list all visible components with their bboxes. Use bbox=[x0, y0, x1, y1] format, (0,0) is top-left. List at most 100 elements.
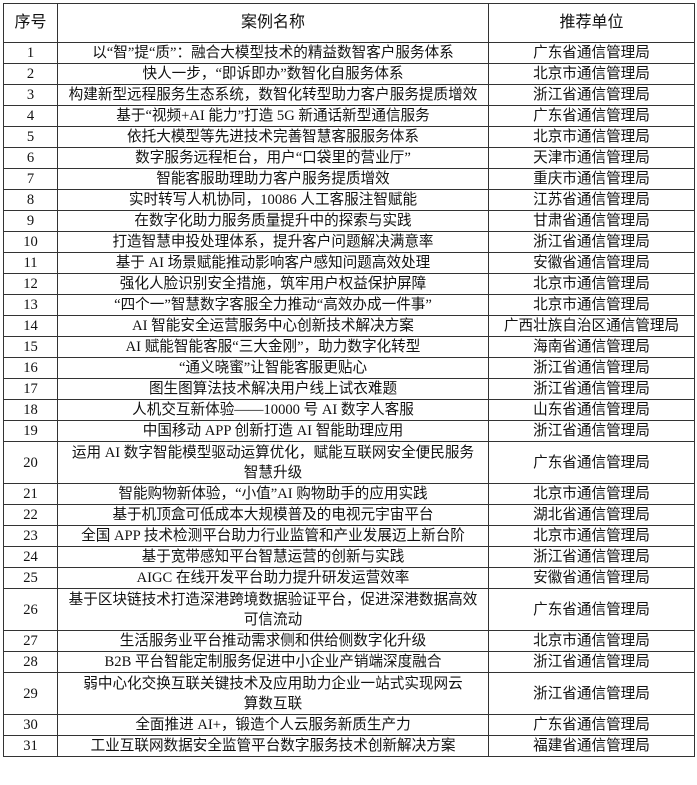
row-number: 27 bbox=[3, 630, 58, 652]
case-name-line: 运用 AI 数字智能模型驱动运算优化，赋能互联网安全便民服务 bbox=[71, 444, 475, 461]
table-row: 10 打造智慧申投处理体系，提升客户问题解决满意率 浙江省通信管理局 bbox=[3, 231, 695, 253]
recommending-unit: 浙江省通信管理局 bbox=[488, 231, 695, 253]
row-number: 11 bbox=[3, 252, 58, 274]
recommending-unit: 安徽省通信管理局 bbox=[488, 567, 695, 589]
case-name: 在数字化助力服务质量提升中的探索与实践 bbox=[57, 210, 489, 232]
table-row: 3 构建新型远程服务生态系统，数智化转型助力客户服务提质增效 浙江省通信管理局 bbox=[3, 84, 695, 106]
table-body: 1 以“智”提“质”：融合大模型技术的精益数智客户服务体系 广东省通信管理局 2 快人一… bbox=[3, 42, 695, 757]
case-name: “四个一”智慧数字客服全力推动“高效办成一件事” bbox=[57, 294, 489, 316]
recommending-unit: 甘肃省通信管理局 bbox=[488, 210, 695, 232]
recommending-unit: 北京市通信管理局 bbox=[488, 483, 695, 505]
recommending-unit: 广东省通信管理局 bbox=[488, 42, 695, 64]
case-name-line: 依托大模型等先进技术完善智慧客服服务体系 bbox=[127, 129, 419, 145]
table-row: 11 基于 AI 场景赋能推动影响客户感知问题高效处理 安徽省通信管理局 bbox=[3, 252, 695, 274]
recommending-unit: 福建省通信管理局 bbox=[488, 735, 695, 757]
table-row: 9 在数字化助力服务质量提升中的探索与实践 甘肃省通信管理局 bbox=[3, 210, 695, 232]
case-name: 人机交互新体验——10000 号 AI 数字人客服 bbox=[57, 399, 489, 421]
case-name-line: 智能购物新体验，“小值”AI 购物助手的应用实践 bbox=[118, 486, 428, 502]
row-number: 4 bbox=[3, 105, 58, 127]
row-number: 23 bbox=[3, 525, 58, 547]
recommending-unit: 浙江省通信管理局 bbox=[488, 546, 695, 568]
row-number: 26 bbox=[3, 588, 58, 631]
row-number: 9 bbox=[3, 210, 58, 232]
recommending-unit: 山东省通信管理局 bbox=[488, 399, 695, 421]
case-name: 快人一步，“即诉即办”数智化自服务体系 bbox=[57, 63, 489, 85]
recommending-unit: 北京市通信管理局 bbox=[488, 63, 695, 85]
case-name-line: 弱中心化交换互联关键技术及应用助力企业一站式实现网云 bbox=[83, 675, 463, 692]
row-number: 24 bbox=[3, 546, 58, 568]
table-row: 13 “四个一”智慧数字客服全力推动“高效办成一件事” 北京市通信管理局 bbox=[3, 294, 695, 316]
row-number: 20 bbox=[3, 441, 58, 484]
header-unit: 推荐单位 bbox=[488, 3, 695, 43]
header-no: 序号 bbox=[3, 3, 58, 43]
case-name: 全国 APP 技术检测平台助力行业监管和产业发展迈上新台阶 bbox=[57, 525, 489, 547]
case-name-line: 实时转写人机协同，10086 人工客服注智赋能 bbox=[128, 192, 418, 208]
case-name-line: 智慧升级 bbox=[243, 464, 303, 481]
case-name: AIGC 在线开发平台助力提升研发运营效率 bbox=[57, 567, 489, 589]
recommending-unit: 安徽省通信管理局 bbox=[488, 252, 695, 274]
case-name: 运用 AI 数字智能模型驱动运算优化，赋能互联网安全便民服务 智慧升级 bbox=[57, 441, 489, 484]
row-number: 17 bbox=[3, 378, 58, 400]
table-row: 4 基于“视频+AI 能力”打造 5G 新通话新型通信服务 广东省通信管理局 bbox=[3, 105, 695, 127]
row-number: 14 bbox=[3, 315, 58, 337]
case-name-line: 数字服务远程柜台，用户“口袋里的营业厅” bbox=[135, 150, 411, 166]
case-name: 弱中心化交换互联关键技术及应用助力企业一站式实现网云 算数互联 bbox=[57, 672, 489, 715]
row-number: 3 bbox=[3, 84, 58, 106]
case-name: 数字服务远程柜台，用户“口袋里的营业厅” bbox=[57, 147, 489, 169]
table-row: 2 快人一步，“即诉即办”数智化自服务体系 北京市通信管理局 bbox=[3, 63, 695, 85]
header-case-name: 案例名称 bbox=[57, 3, 489, 43]
case-name: 以“智”提“质”：融合大模型技术的精益数智客户服务体系 bbox=[57, 42, 489, 64]
table-row: 14 AI 智能安全运营服务中心创新技术解决方案 广西壮族自治区通信管理局 bbox=[3, 315, 695, 337]
row-number: 1 bbox=[3, 42, 58, 64]
table-row: 21 智能购物新体验，“小值”AI 购物助手的应用实践 北京市通信管理局 bbox=[3, 483, 695, 505]
table-row: 19 中国移动 APP 创新打造 AI 智能助理应用 浙江省通信管理局 bbox=[3, 420, 695, 442]
recommending-unit: 浙江省通信管理局 bbox=[488, 651, 695, 673]
table-row: 23 全国 APP 技术检测平台助力行业监管和产业发展迈上新台阶 北京市通信管理局 bbox=[3, 525, 695, 547]
case-name: AI 赋能智能客服“三大金刚”，助力数字化转型 bbox=[57, 336, 489, 358]
table-header: 序号 案例名称 推荐单位 bbox=[3, 3, 695, 43]
recommending-unit: 江苏省通信管理局 bbox=[488, 189, 695, 211]
row-number: 15 bbox=[3, 336, 58, 358]
case-name-line: 打造智慧申投处理体系，提升客户问题解决满意率 bbox=[112, 234, 434, 250]
case-name-line: 图生图算法技术解决用户线上试衣难题 bbox=[148, 381, 398, 397]
case-name: 打造智慧申投处理体系，提升客户问题解决满意率 bbox=[57, 231, 489, 253]
case-name: 图生图算法技术解决用户线上试衣难题 bbox=[57, 378, 489, 400]
case-name-line: 生活服务业平台推动需求侧和供给侧数字化升级 bbox=[119, 633, 427, 649]
case-name: 强化人脸识别安全措施，筑牢用户权益保护屏障 bbox=[57, 273, 489, 295]
case-name-line: 以“智”提“质”：融合大模型技术的精益数智客户服务体系 bbox=[92, 45, 454, 61]
recommending-unit: 北京市通信管理局 bbox=[488, 126, 695, 148]
recommending-unit: 北京市通信管理局 bbox=[488, 273, 695, 295]
case-name-line: 构建新型远程服务生态系统，数智化转型助力客户服务提质增效 bbox=[68, 87, 478, 103]
row-number: 18 bbox=[3, 399, 58, 421]
table-row: 24 基于宽带感知平台智慧运营的创新与实践 浙江省通信管理局 bbox=[3, 546, 695, 568]
case-name-line: AIGC 在线开发平台助力提升研发运营效率 bbox=[136, 570, 410, 586]
case-name-line: 基于 AI 场景赋能推动影响客户感知问题高效处理 bbox=[115, 255, 431, 271]
case-name-line: B2B 平台智能定制服务促进中小企业产销端深度融合 bbox=[104, 654, 442, 670]
row-number: 5 bbox=[3, 126, 58, 148]
row-number: 2 bbox=[3, 63, 58, 85]
row-number: 7 bbox=[3, 168, 58, 190]
row-number: 16 bbox=[3, 357, 58, 379]
recommending-unit: 湖北省通信管理局 bbox=[488, 504, 695, 526]
row-number: 6 bbox=[3, 147, 58, 169]
row-number: 21 bbox=[3, 483, 58, 505]
case-name-line: 快人一步，“即诉即办”数智化自服务体系 bbox=[142, 66, 404, 82]
table-row: 8 实时转写人机协同，10086 人工客服注智赋能 江苏省通信管理局 bbox=[3, 189, 695, 211]
case-name: 依托大模型等先进技术完善智慧客服服务体系 bbox=[57, 126, 489, 148]
case-name-line: 可信流动 bbox=[243, 611, 303, 628]
case-name-line: 算数互联 bbox=[243, 695, 303, 712]
case-name-line: 基于机顶盒可低成本大规模普及的电视元宇宙平台 bbox=[112, 507, 434, 523]
case-name-line: 全面推进 AI+，锻造个人云服务新质生产力 bbox=[135, 717, 411, 733]
table-row: 20 运用 AI 数字智能模型驱动运算优化，赋能互联网安全便民服务 智慧升级 广东省通… bbox=[3, 441, 695, 484]
recommending-unit: 广西壮族自治区通信管理局 bbox=[488, 315, 695, 337]
recommending-unit: 浙江省通信管理局 bbox=[488, 378, 695, 400]
table-row: 28 B2B 平台智能定制服务促进中小企业产销端深度融合 浙江省通信管理局 bbox=[3, 651, 695, 673]
case-name-line: 基于区块链技术打造深港跨境数据验证平台，促进深港数据高效 bbox=[68, 591, 478, 608]
table-row: 7 智能客服助理助力客户服务提质增效 重庆市通信管理局 bbox=[3, 168, 695, 190]
table-row: 6 数字服务远程柜台，用户“口袋里的营业厅” 天津市通信管理局 bbox=[3, 147, 695, 169]
case-name: 智能客服助理助力客户服务提质增效 bbox=[57, 168, 489, 190]
table-row: 30 全面推进 AI+，锻造个人云服务新质生产力 广东省通信管理局 bbox=[3, 714, 695, 736]
case-name-line: 全国 APP 技术检测平台助力行业监管和产业发展迈上新台阶 bbox=[81, 528, 465, 544]
row-number: 19 bbox=[3, 420, 58, 442]
row-number: 25 bbox=[3, 567, 58, 589]
